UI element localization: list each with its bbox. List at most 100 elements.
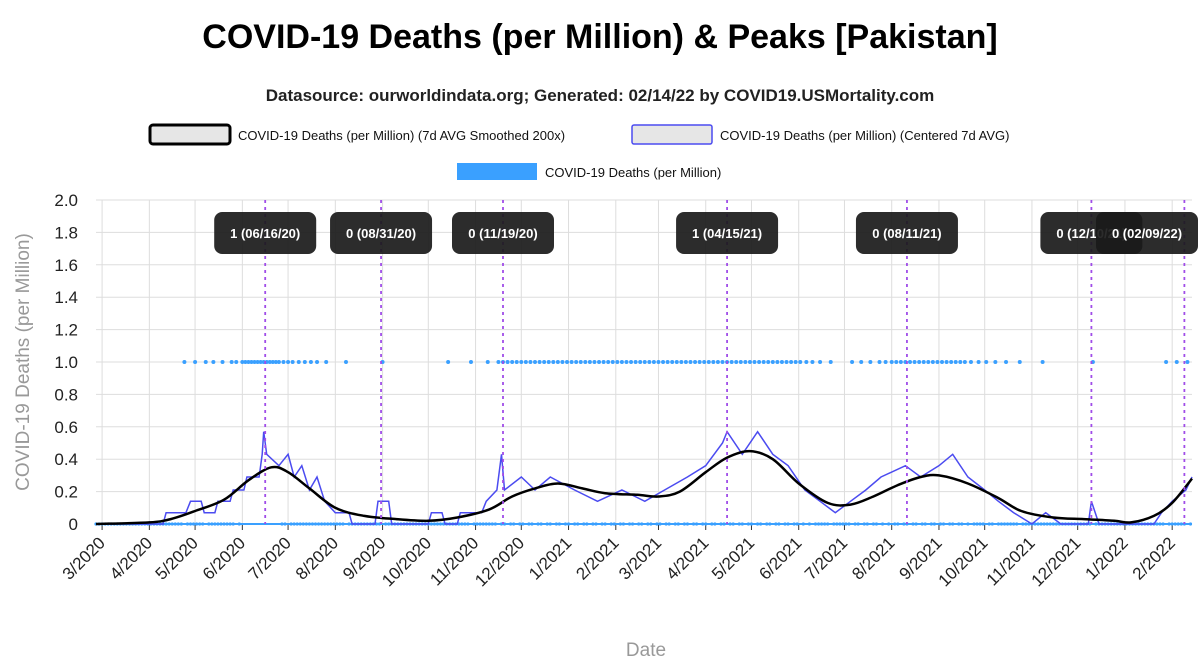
- y-axis-title: COVID-19 Deaths (per Million): [13, 233, 34, 491]
- daily-point: [182, 360, 187, 364]
- daily-point: [674, 360, 679, 364]
- daily-point: [912, 360, 917, 364]
- x-tick-label: 3/2020: [59, 533, 109, 583]
- x-tick-label: 2/2021: [572, 533, 622, 583]
- daily-point: [574, 360, 579, 364]
- daily-point: [542, 360, 547, 364]
- daily-point: [485, 360, 490, 364]
- daily-point: [734, 360, 739, 364]
- daily-point: [828, 360, 833, 364]
- daily-point: [883, 360, 888, 364]
- daily-point: [702, 360, 707, 364]
- daily-point: [308, 360, 313, 364]
- y-tick-label: 1.8: [54, 223, 78, 242]
- x-tick-label: 10/2021: [935, 533, 992, 590]
- legend-swatch-daily: [457, 163, 537, 180]
- daily-point: [273, 360, 278, 364]
- daily-point: [601, 360, 606, 364]
- x-tick-label: 1/2022: [1082, 533, 1132, 583]
- daily-point: [670, 360, 675, 364]
- daily-point: [234, 360, 239, 364]
- daily-point: [779, 360, 784, 364]
- daily-point: [711, 360, 716, 364]
- daily-point: [592, 360, 597, 364]
- daily-point: [546, 360, 551, 364]
- daily-point: [533, 360, 538, 364]
- daily-point: [286, 360, 291, 364]
- peak-label: 0 (02/09/22): [1112, 226, 1182, 241]
- daily-point: [302, 360, 307, 364]
- daily-point: [583, 360, 588, 364]
- daily-point: [665, 360, 670, 364]
- daily-point: [193, 360, 198, 364]
- legend-label-centered: COVID-19 Deaths (per Million) (Centered …: [720, 128, 1009, 143]
- daily-point: [766, 360, 771, 364]
- y-tick-label: 1.6: [54, 256, 78, 275]
- daily-point: [551, 360, 556, 364]
- daily-point: [229, 360, 234, 364]
- daily-point: [962, 360, 967, 364]
- daily-point: [935, 360, 940, 364]
- daily-point: [761, 360, 766, 364]
- daily-point: [642, 360, 647, 364]
- daily-point: [565, 360, 570, 364]
- daily-point: [615, 360, 620, 364]
- daily-point: [220, 360, 225, 364]
- daily-point: [255, 360, 260, 364]
- daily-point: [290, 360, 295, 364]
- daily-point: [693, 360, 698, 364]
- x-tick-label: 8/2021: [848, 533, 898, 583]
- x-tick-label: 10/2020: [378, 533, 435, 590]
- daily-point: [505, 360, 510, 364]
- daily-point: [537, 360, 542, 364]
- daily-point: [679, 360, 684, 364]
- x-tick-label: 12/2021: [1028, 533, 1085, 590]
- daily-point: [610, 360, 615, 364]
- daily-point: [976, 360, 981, 364]
- daily-point: [804, 360, 809, 364]
- daily-point: [324, 360, 329, 364]
- peak-label-box: [214, 212, 317, 254]
- daily-point: [747, 360, 752, 364]
- peaks: 1 (06/16/20) 0 (08/31/20) 0 (11/19/20) 1 (0…: [214, 200, 1198, 524]
- peak-label-box: [330, 212, 433, 254]
- daily-point: [252, 360, 257, 364]
- series-centered-7d-line: [96, 430, 1193, 525]
- x-tick-label: 7/2021: [801, 533, 851, 583]
- x-tick-label: 8/2020: [292, 533, 342, 583]
- daily-point: [944, 360, 949, 364]
- daily-point: [926, 360, 931, 364]
- daily-point: [738, 360, 743, 364]
- y-tick-label: 0.6: [54, 418, 78, 437]
- daily-point: [720, 360, 725, 364]
- daily-point: [1185, 360, 1190, 364]
- daily-point: [940, 360, 945, 364]
- daily-point: [798, 360, 803, 364]
- daily-point: [276, 360, 281, 364]
- daily-point: [555, 360, 560, 364]
- daily-point: [907, 360, 912, 364]
- daily-point: [757, 360, 762, 364]
- x-tick-label: 3/2021: [615, 533, 665, 583]
- daily-point: [793, 360, 798, 364]
- daily-point: [898, 360, 903, 364]
- daily-point: [523, 360, 528, 364]
- x-tick-label: 5/2020: [152, 533, 202, 583]
- daily-point: [1040, 360, 1045, 364]
- daily-point: [211, 360, 216, 364]
- y-tick-label: 2.0: [54, 191, 78, 210]
- daily-point: [850, 360, 855, 364]
- daily-point: [706, 360, 711, 364]
- daily-point: [859, 360, 864, 364]
- series-smoothed-line: [95, 449, 1193, 526]
- x-tick-label: 1/2021: [525, 533, 575, 583]
- daily-point: [984, 360, 989, 364]
- daily-point: [921, 360, 926, 364]
- daily-point: [697, 360, 702, 364]
- daily-point: [203, 360, 208, 364]
- daily-point: [958, 360, 963, 364]
- daily-point: [624, 360, 629, 364]
- legend-swatch-smoothed: [148, 123, 232, 146]
- daily-point: [953, 360, 958, 364]
